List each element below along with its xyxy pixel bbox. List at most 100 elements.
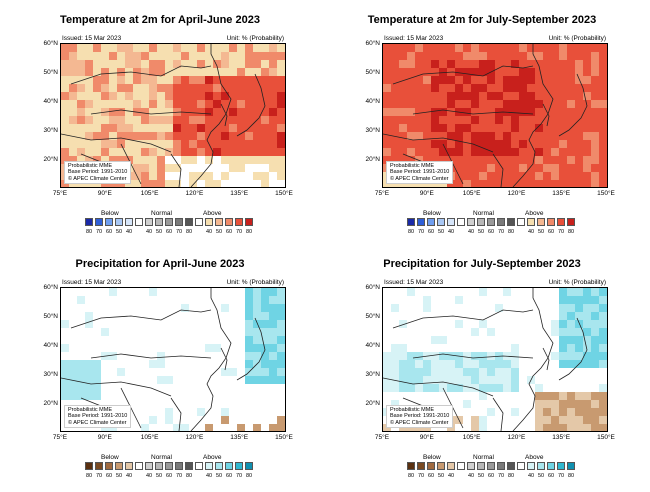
legend-swatch <box>437 462 445 470</box>
lon-tick: 105°E <box>140 434 159 441</box>
lon-tick: 135°E <box>230 190 249 197</box>
legend-swatch <box>547 218 555 226</box>
forecast-map: Probabilistic MME Base Period: 1991-2010 ©… <box>382 43 608 188</box>
legend-swatch <box>517 218 525 226</box>
note-line: Probabilistic MME <box>390 406 435 413</box>
lon-tick: 135°E <box>230 434 249 441</box>
lon-tick: 150°E <box>597 434 615 441</box>
legend-tick-label: 80 <box>245 229 253 235</box>
lon-tick: 105°E <box>462 190 481 197</box>
unit-label: Unit: % (Probability) <box>548 279 606 286</box>
boundary-line <box>542 347 550 371</box>
panel-title: Precipitation for July-September 2023 <box>383 258 581 270</box>
issued-date: Issued: 15 Mar 2023 <box>384 35 444 42</box>
legend-swatch <box>145 218 153 226</box>
probability-legend: Below Normal Above 80 70 60 50 40 40 50 60 70 80 40 50… <box>85 454 255 492</box>
legend-tick-label: 50 <box>477 229 485 235</box>
legend-tick-label: 60 <box>105 229 113 235</box>
legend-tick-label: 40 <box>527 229 535 235</box>
legend-swatch <box>487 462 495 470</box>
legend-tick-label: 50 <box>215 473 223 479</box>
note-line: © APEC Climate Center <box>390 175 449 182</box>
legend-above-label: Above <box>203 454 222 461</box>
legend-tick-label: 70 <box>497 473 505 479</box>
legend-tick-label: 60 <box>225 229 233 235</box>
legend-tick-label: 40 <box>447 473 455 479</box>
legend-tick-label: 50 <box>215 229 223 235</box>
legend-swatch <box>195 462 203 470</box>
lon-tick: 150°E <box>275 190 293 197</box>
legend-tick-label: 70 <box>95 473 103 479</box>
boundary-line <box>70 65 212 85</box>
legend-swatch <box>155 218 163 226</box>
legend-swatch <box>427 218 435 226</box>
lon-tick: 135°E <box>552 434 571 441</box>
note-line: Base Period: 1991-2010 <box>68 169 128 175</box>
legend-tick-label: 70 <box>235 229 243 235</box>
probability-legend: Below Normal Above 80 70 60 50 40 40 50 60 70 80 40 50… <box>407 210 577 248</box>
legend-swatch <box>487 218 495 226</box>
boundary-line <box>492 397 504 431</box>
legend-normal-label: Normal <box>473 454 494 461</box>
legend-tick-label: 50 <box>477 473 485 479</box>
legend-swatch <box>537 218 545 226</box>
legend-tick-label: 70 <box>175 473 183 479</box>
legend-swatch <box>85 462 93 470</box>
legend-swatch <box>235 218 243 226</box>
lon-tick: 75°E <box>374 434 390 441</box>
lon-tick: 150°E <box>597 190 615 197</box>
legend-tick-label: 50 <box>115 229 123 235</box>
boundary-line <box>542 103 550 127</box>
note-line: Probabilistic MME <box>68 162 113 169</box>
legend-swatch <box>245 218 253 226</box>
legend-tick-label: 60 <box>487 473 495 479</box>
note-line: Probabilistic MME <box>390 162 435 169</box>
legend-tick-label: 80 <box>245 473 253 479</box>
legend-swatch <box>437 218 445 226</box>
legend-swatch <box>567 462 575 470</box>
method-note: Probabilistic MME Base Period: 1991-2010 ©… <box>64 160 132 184</box>
legend-swatch <box>85 218 93 226</box>
legend-tick-label: 70 <box>417 473 425 479</box>
legend-swatch <box>165 462 173 470</box>
legend-swatch <box>95 218 103 226</box>
legend-tick-label: 40 <box>467 229 475 235</box>
note-line: © APEC Climate Center <box>390 419 449 426</box>
legend-below-label: Below <box>423 210 441 217</box>
legend-tick-label: 80 <box>567 473 575 479</box>
map-canvas <box>383 288 607 431</box>
legend-tick-label: 40 <box>205 229 213 235</box>
boundary-line <box>220 347 228 371</box>
legend-tick-label: 50 <box>437 473 445 479</box>
lon-tick: 90°E <box>419 190 434 197</box>
boundary-line <box>512 44 554 187</box>
legend-swatch <box>477 462 485 470</box>
legend-tick-label: 50 <box>155 473 163 479</box>
legend-swatch <box>527 218 535 226</box>
lat-tick: 50°N <box>365 313 380 320</box>
lon-tick: 135°E <box>552 190 571 197</box>
legend-tick-label: 50 <box>537 473 545 479</box>
lon-tick: 75°E <box>52 434 68 441</box>
legend-tick-label: 40 <box>527 473 535 479</box>
legend-tick-label: 80 <box>507 473 515 479</box>
lon-tick: 75°E <box>52 190 68 197</box>
legend-tick-label: 50 <box>155 229 163 235</box>
boundary-line <box>236 73 266 137</box>
lon-tick: 150°E <box>275 434 293 441</box>
forecast-map: Probabilistic MME Base Period: 1991-2010 ©… <box>382 287 608 432</box>
note-line: © APEC Climate Center <box>68 419 127 426</box>
boundary-line <box>170 153 182 187</box>
legend-swatch <box>95 462 103 470</box>
legend-swatch <box>175 462 183 470</box>
boundary-line <box>383 133 494 153</box>
legend-tick-label: 80 <box>567 229 575 235</box>
legend-tick-label: 80 <box>507 229 515 235</box>
probability-legend: Below Normal Above 80 70 60 50 40 40 50 60 70 80 40 50… <box>407 454 577 492</box>
legend-swatch <box>517 462 525 470</box>
legend-tick-label: 60 <box>105 473 113 479</box>
panel-title: Temperature at 2m for April-June 2023 <box>60 14 260 26</box>
legend-swatch <box>427 462 435 470</box>
legend-tick-label: 40 <box>145 473 153 479</box>
legend-tick-label: 80 <box>85 229 93 235</box>
